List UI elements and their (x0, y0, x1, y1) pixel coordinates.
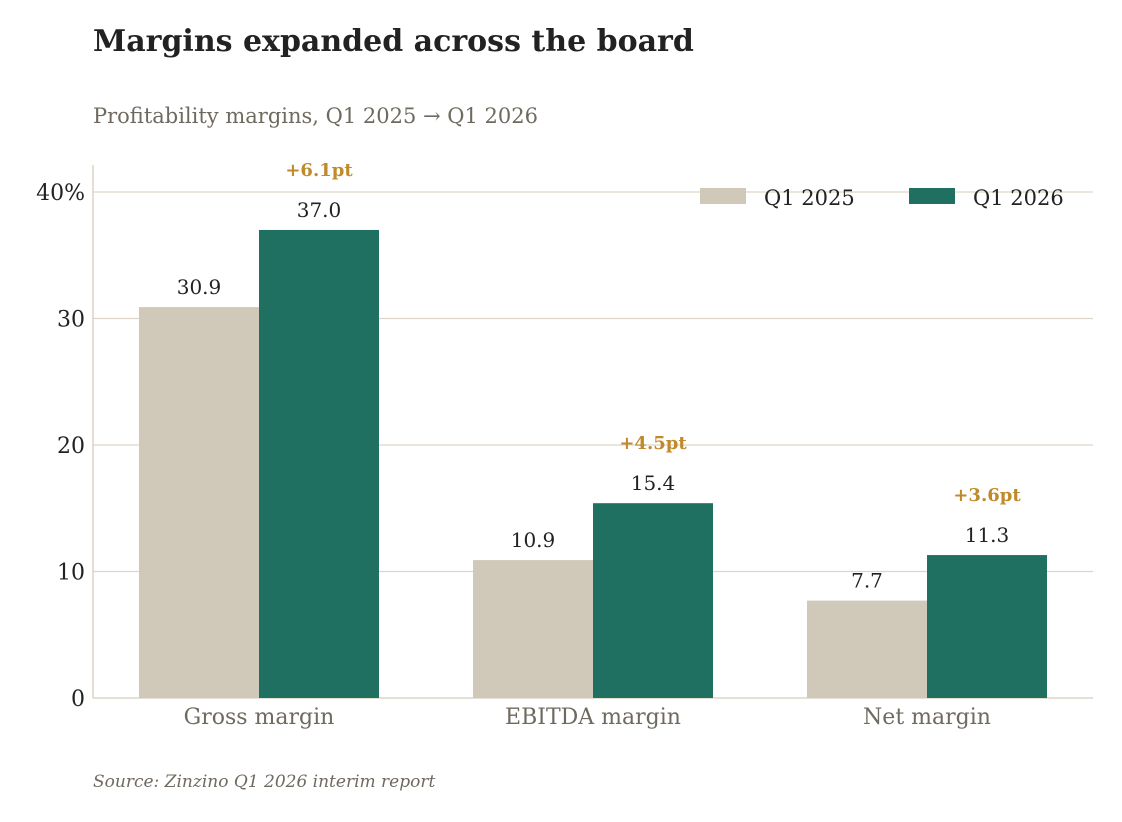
bar (807, 600, 927, 698)
data-label: 37.0 (297, 198, 342, 222)
bar (473, 560, 593, 698)
x-tick-label: EBITDA margin (505, 705, 681, 730)
bar (259, 229, 379, 698)
legend-label: Q1 2025 (764, 186, 855, 210)
data-label: 15.4 (631, 471, 676, 495)
bar (927, 555, 1047, 698)
chart-title: Margins expanded across the board (93, 24, 694, 59)
data-labels: 30.9 37.0 +6.1pt 10.9 15.4 +4.5pt 7.7 11.3 +3.6p… (177, 160, 1022, 593)
data-label: 30.9 (177, 275, 222, 299)
y-tick-label: 0 (71, 687, 85, 712)
legend-swatch (700, 188, 746, 204)
axes: 0 10 20 30 40% Gross margin EBITDA margin Net m… (36, 165, 1093, 730)
y-tick-label: 40% (36, 181, 85, 206)
delta-annotation: +3.6pt (953, 485, 1021, 506)
chart-source: Source: Zinzino Q1 2026 interim report (93, 772, 436, 792)
bar (139, 307, 259, 698)
x-tick-label: Gross margin (184, 705, 335, 730)
y-tick-label: 30 (57, 308, 85, 333)
data-label: 11.3 (965, 523, 1010, 547)
data-label: 7.7 (851, 569, 883, 593)
data-label: 10.9 (511, 528, 556, 552)
delta-annotation: +4.5pt (619, 433, 687, 454)
bars (139, 229, 1047, 698)
y-tick-label: 20 (57, 434, 85, 459)
delta-annotation: +6.1pt (285, 160, 353, 181)
bar (593, 503, 713, 698)
legend-swatch (909, 188, 955, 204)
chart-subtitle: Profitability margins, Q1 2025 → Q1 2026 (93, 104, 538, 128)
x-tick-label: Net margin (863, 705, 991, 730)
y-tick-label: 10 (57, 561, 85, 586)
legend-label: Q1 2026 (973, 186, 1064, 210)
legend: Q1 2025 Q1 2026 (700, 186, 1064, 210)
